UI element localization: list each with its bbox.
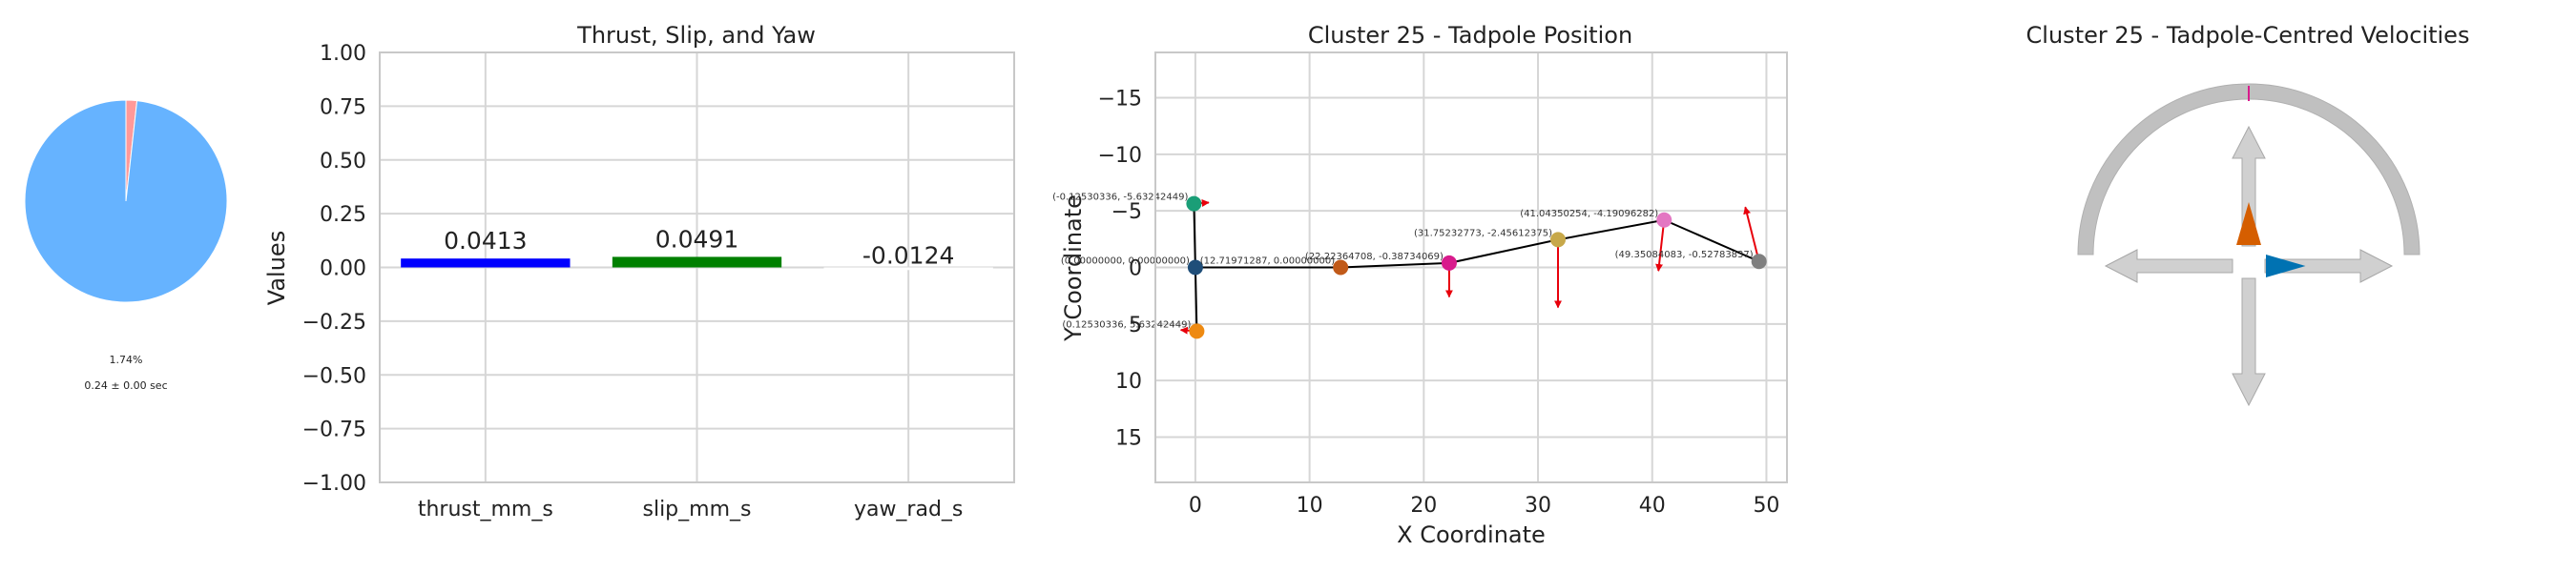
position-point — [1333, 259, 1349, 276]
position-chart-panel: Cluster 25 - Tadpole Position −15 −10 −5 0 5… — [1052, 22, 1788, 548]
position-point-label: (-0.12530336, -5.63242449) — [1052, 193, 1188, 203]
position-point — [1751, 254, 1767, 270]
position-point-label: (49.35084083, -0.52783837) — [1615, 250, 1754, 260]
position-y-tick-label: 5 — [1129, 314, 1142, 337]
bar-x-tick-label: slip_mm_s — [643, 498, 752, 521]
bar-y-tick-label: 0.00 — [320, 257, 366, 281]
bar-plot-frame — [379, 51, 1015, 483]
bar-x-tick-label: thrust_mm_s — [418, 498, 553, 521]
position-y-tick-label: −10 — [1098, 144, 1142, 168]
position-points — [1186, 195, 1767, 339]
pie-duration-label: 0.24 ± 0.00 sec — [84, 379, 167, 392]
right-guide-arrow — [2264, 249, 2394, 283]
pie-percent-label: 1.74% — [110, 354, 143, 366]
bar-y-tick-label: −0.75 — [302, 419, 366, 442]
position-y-tick-labels: −15 −10 −5 0 5 10 15 — [1098, 87, 1142, 450]
bar-y-tick-label: −1.00 — [302, 472, 366, 496]
position-point — [1186, 195, 1202, 212]
velocity-arrow — [1743, 206, 1760, 262]
thrust-arrow — [2236, 201, 2261, 245]
bar-y-axis-label: Values — [263, 231, 290, 305]
position-x-tick-label: 0 — [1189, 494, 1202, 518]
velocity-arrow — [1655, 219, 1666, 272]
bar-chart-title: Thrust, Slip, and Yaw — [576, 22, 816, 49]
bar-value-label: -0.0124 — [862, 242, 955, 270]
position-y-tick-label: 15 — [1115, 427, 1142, 451]
left-guide-arrow — [2104, 249, 2233, 283]
bar-y-tick-labels: −1.00 −0.75 −0.50 −0.25 0.00 0.25 0.50 0.75 1.00 — [302, 42, 366, 496]
position-y-tick-label: 0 — [1129, 257, 1142, 281]
bar-x-tick-labels: thrust_mm_s slip_mm_s yaw_rad_s — [418, 498, 964, 521]
position-chart-title: Cluster 25 - Tadpole Position — [1308, 22, 1632, 49]
position-point — [1656, 212, 1672, 228]
position-point-label: (22.22364708, -0.38734069) — [1305, 252, 1444, 262]
position-point — [1550, 232, 1567, 248]
position-y-axis-label: Y Coordinate — [1060, 194, 1087, 342]
position-point-label: (41.04350254, -4.19096282) — [1520, 209, 1658, 219]
bar-chart-panel: Thrust, Slip, and Yaw −1.00 −0.75 −0.50 −0.… — [263, 22, 1015, 521]
position-y-tick-label: −15 — [1098, 87, 1142, 111]
bar-thrust_mm_s — [401, 258, 571, 268]
bar-value-label: 0.0491 — [655, 225, 738, 253]
position-x-tick-labels: 0 10 20 30 40 50 — [1189, 494, 1780, 518]
pie-chart-panel: 1.74% 0.24 ± 0.00 sec — [24, 99, 228, 392]
velocity-diagram-title: Cluster 25 - Tadpole-Centred Velocities — [2026, 22, 2470, 49]
position-point-label: (12.71971287, 0.00000000) — [1200, 256, 1336, 267]
bar-series: 0.0413 0.0491 -0.0124 — [401, 225, 993, 271]
slip-arrow — [2266, 255, 2306, 277]
yaw-half-ring — [2077, 83, 2420, 255]
bar-slip_mm_s — [612, 256, 782, 268]
velocity-diagram-panel: Cluster 25 - Tadpole-Centred Velocities — [2026, 22, 2470, 407]
position-point — [1189, 323, 1205, 339]
bar-value-label: 0.0413 — [444, 227, 527, 255]
position-x-tick-label: 20 — [1410, 494, 1437, 518]
bar-y-tick-label: −0.50 — [302, 364, 366, 388]
position-x-tick-label: 10 — [1297, 494, 1323, 518]
bar-y-tick-label: 0.25 — [320, 203, 366, 227]
bar-x-tick-label: yaw_rad_s — [854, 498, 963, 521]
position-x-tick-label: 30 — [1525, 494, 1551, 518]
position-point-labels: (-0.12530336, -5.63242449) (0.00000000, 0… — [1052, 193, 1754, 331]
position-y-tick-label: 10 — [1115, 370, 1142, 394]
position-y-tick-label: −5 — [1111, 200, 1142, 224]
down-guide-arrow — [2232, 277, 2266, 407]
bar-y-tick-label: 0.50 — [320, 150, 366, 174]
position-point-label: (31.75232773, -2.45612375) — [1414, 228, 1552, 238]
bar-y-tick-label: −0.25 — [302, 311, 366, 335]
position-point-label: (0.00000000, 0.00000000) — [1061, 256, 1190, 267]
bar-yaw_rad_s — [823, 267, 993, 271]
bar-y-tick-label: 0.75 — [320, 95, 366, 119]
position-spine-line — [1195, 218, 1760, 269]
position-plot-frame — [1154, 51, 1788, 483]
pie-slice-large — [24, 99, 228, 303]
bar-y-tick-label: 1.00 — [320, 42, 366, 66]
position-x-tick-label: 40 — [1639, 494, 1666, 518]
position-x-axis-label: X Coordinate — [1397, 521, 1546, 548]
position-point-label: (0.12530336, 5.63242449) — [1062, 319, 1191, 330]
pie-slices — [24, 99, 228, 303]
position-x-tick-label: 50 — [1753, 494, 1779, 518]
position-point — [1187, 259, 1203, 276]
position-point — [1441, 255, 1457, 271]
up-guide-arrow — [2232, 125, 2266, 247]
